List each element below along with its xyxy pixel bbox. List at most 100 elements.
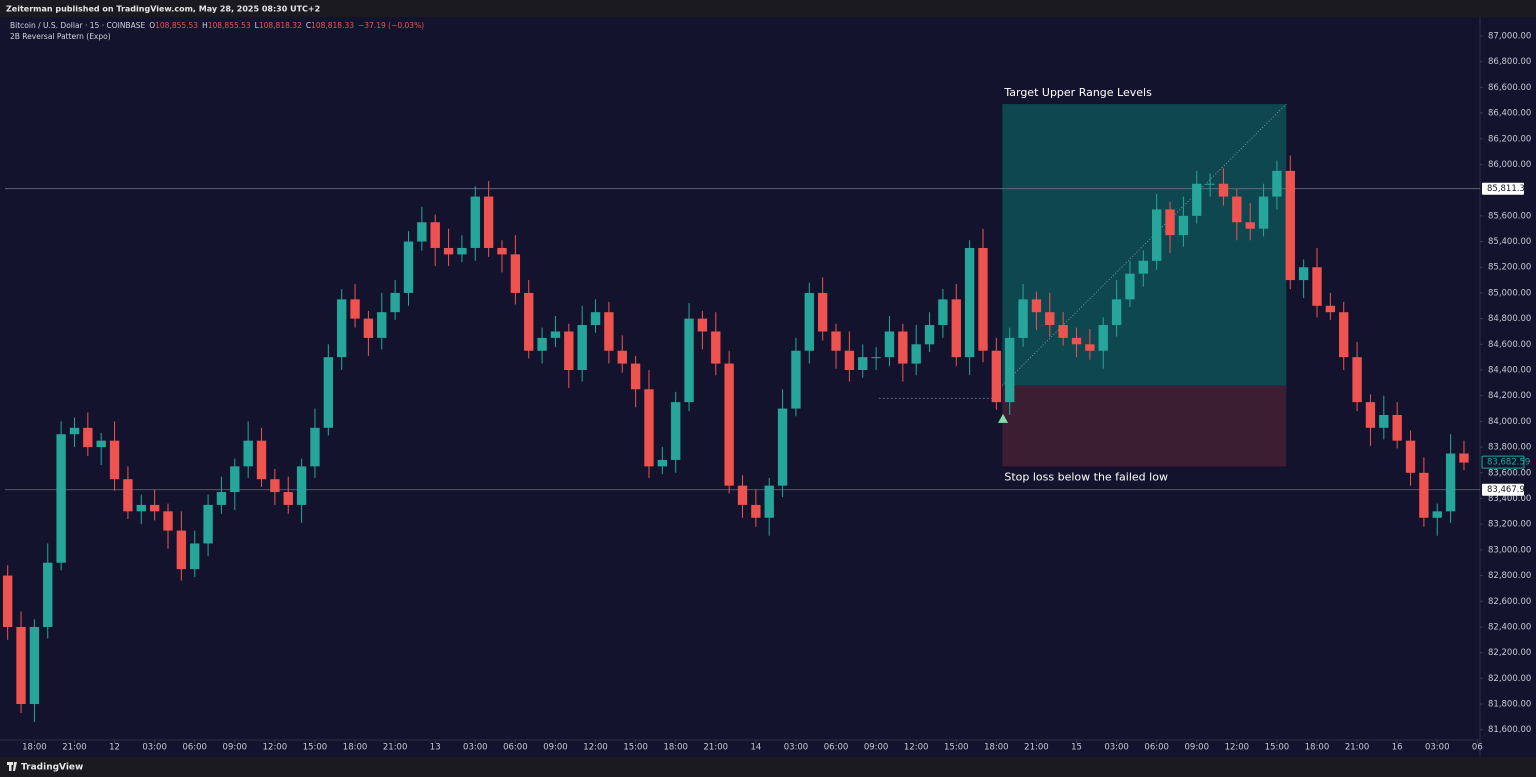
candle-body [898,331,908,364]
ohlc-key: O [149,21,155,30]
change: −37.19 (−0.03%) [358,21,424,30]
candle-body [109,440,120,480]
y-tick-label: 82,800.00 [1488,571,1531,581]
x-tick-label: 03:00 [463,743,488,753]
y-tick-label: 83,600.00 [1488,468,1531,478]
candle-body [671,402,681,460]
candle-body [323,357,334,428]
candle-body [577,325,587,371]
candle-body [884,331,895,358]
level-label: 83,467.97 [1487,485,1530,495]
candle-body [457,247,467,255]
candle-body [216,492,227,505]
legend: Bitcoin / U.S. Dollar · 15 · COINBASE O10… [10,21,424,30]
candle-body [751,504,761,518]
y-tick-label: 85,600.00 [1488,211,1531,221]
candle-body [911,344,921,364]
y-tick-label: 85,400.00 [1488,237,1531,247]
x-tick-label: 03:00 [1104,743,1129,753]
candle-body [1031,299,1042,313]
candle-body [69,427,80,435]
candle-body [443,247,454,255]
candle-body [256,440,267,480]
x-tick-label: 18:00 [343,743,368,753]
candle-body [1285,170,1295,281]
x-tick-label: 18:00 [22,743,47,753]
candle-body [149,504,160,512]
candle-body [630,363,641,390]
level-box [1482,182,1524,195]
y-tick-label: 86,800.00 [1488,57,1531,67]
candle-body [1245,222,1255,229]
ohlc-value: 108,855.53 [155,21,198,30]
y-tick-label: 84,400.00 [1488,366,1531,376]
candle-body [871,357,881,359]
header-bar [0,0,1536,17]
candle-body [2,575,13,627]
brand-logo [7,762,17,771]
x-tick-label: 14 [750,743,761,753]
candle-body [470,196,480,248]
signal-marker [998,413,1009,423]
candle-body [1432,511,1442,518]
candle-body [29,626,40,705]
x-tick-label: 13 [430,743,441,753]
candle-body [1098,325,1108,351]
y-tick-label: 84,800.00 [1488,314,1531,324]
x-tick-label: 12:00 [904,743,929,753]
candle-body [350,299,360,319]
candle-body [1085,344,1095,351]
candle-body [978,247,988,351]
y-tick-label: 83,400.00 [1488,494,1531,504]
candle-body [510,254,521,293]
candle-body [951,299,961,358]
candle-body [777,408,788,486]
ohlc-key: C [306,21,311,30]
x-tick-label: 15:00 [623,743,648,753]
footer-bar [0,757,1536,777]
target-path [1002,103,1287,386]
candle-body [83,427,93,448]
x-tick-label: 03:00 [1425,743,1450,753]
x-tick-label: 18:00 [984,743,1009,753]
candle-body [590,312,601,326]
y-tick-label: 82,200.00 [1488,648,1531,658]
candle-body [1419,472,1429,518]
candle-body [1325,305,1336,313]
x-tick-label: 18:00 [663,743,688,753]
candle-body [737,485,748,505]
x-tick-label: 15:00 [1265,743,1290,753]
x-tick-label: 18:00 [1305,743,1330,753]
x-tick-label: 21:00 [383,743,408,753]
x-tick-label: 06:00 [1144,743,1169,753]
y-tick-label: 84,600.00 [1488,340,1531,350]
y-tick-label: 81,600.00 [1488,725,1531,735]
candle-body [1392,414,1402,441]
candle-body [858,357,868,371]
candle-body [430,222,440,248]
candle-body [1272,170,1282,197]
level-box [1482,483,1524,496]
x-tick-label: 09:00 [864,743,889,753]
candle-body [483,196,494,248]
candle-body [1312,267,1322,306]
candle-body [363,318,374,338]
candle-body [684,318,694,403]
candle-body [617,350,627,364]
x-tick-label: 09:00 [223,743,248,753]
candle-body [497,247,507,255]
candle-body [831,331,841,351]
candle-body [817,292,828,332]
y-tick-label: 82,000.00 [1488,674,1531,684]
candle-body [1111,299,1122,326]
candle-body [1445,453,1456,512]
candle-body [844,350,855,371]
candle-body [791,350,801,409]
y-tick-label: 86,200.00 [1488,134,1531,144]
y-tick-label: 85,200.00 [1488,263,1531,273]
candle-body [190,543,200,570]
x-tick-label: 21:00 [62,743,87,753]
candle-body [403,241,414,293]
candle-body [1298,267,1309,281]
